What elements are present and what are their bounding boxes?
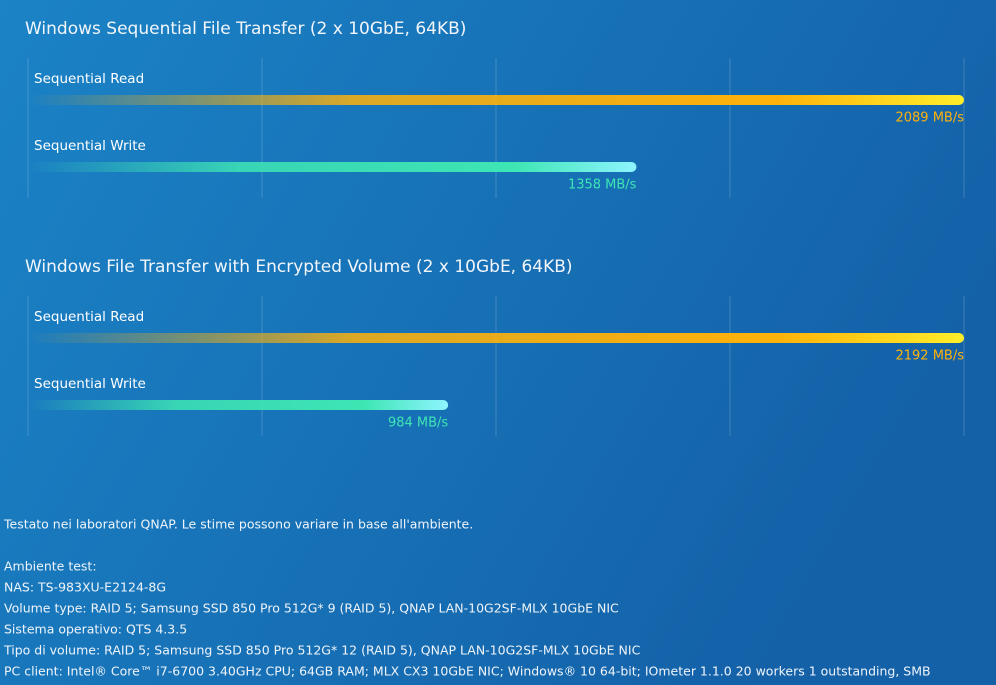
environment-title: Ambiente test: (4, 559, 97, 574)
environment-line: Sistema operativo: QTS 4.3.5 (4, 622, 187, 637)
bar-label: Sequential Write (34, 376, 146, 392)
disclaimer: Testato nei laboratori QNAP. Le stime po… (3, 517, 473, 532)
chart-title: Windows Sequential File Transfer (2 x 10… (25, 19, 466, 39)
bar-label: Sequential Read (34, 71, 144, 87)
environment-line: Tipo di volume: RAID 5; Samsung SSD 850 … (3, 643, 641, 658)
chart-title: Windows File Transfer with Encrypted Vol… (25, 257, 573, 277)
bar (28, 400, 449, 410)
value-label: 984 MB/s (388, 416, 448, 431)
bar (28, 333, 964, 343)
value-label: 1358 MB/s (568, 178, 637, 193)
environment-line: Volume type: RAID 5; Samsung SSD 850 Pro… (4, 601, 619, 616)
value-label: 2089 MB/s (895, 111, 964, 126)
bar-label: Sequential Read (34, 309, 144, 325)
bar-label: Sequential Write (34, 138, 146, 154)
environment-line: NAS: TS-983XU-E2124-8G (4, 580, 166, 595)
environment-line: PC client: Intel® Core™ i7-6700 3.40GHz … (4, 664, 931, 679)
value-label: 2192 MB/s (895, 349, 964, 364)
bar (28, 95, 964, 105)
bar (28, 162, 637, 172)
